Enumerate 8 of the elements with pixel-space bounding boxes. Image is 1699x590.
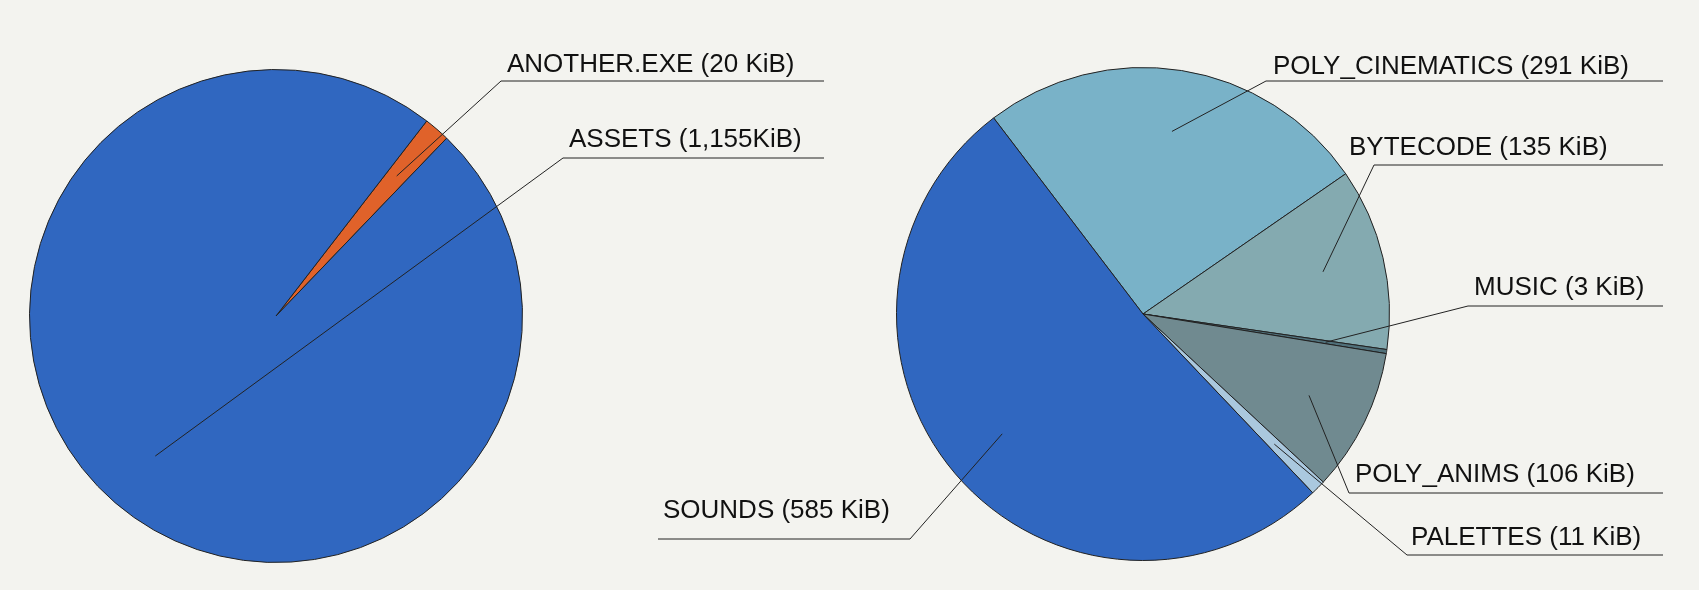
slice-label: ANOTHER.EXE (20 KiB) [507, 48, 795, 78]
slice-label: SOUNDS (585 KiB) [663, 494, 890, 524]
slice-label: PALETTES (11 KiB) [1411, 521, 1642, 551]
slice-label: POLY_ANIMS (106 KiB) [1355, 458, 1635, 488]
slice-label: POLY_CINEMATICS (291 KiB) [1273, 50, 1629, 80]
slice-label: BYTECODE (135 KiB) [1349, 131, 1608, 161]
slice-label: MUSIC (3 KiB) [1474, 271, 1645, 301]
slice-label: ASSETS (1,155KiB) [569, 123, 802, 153]
